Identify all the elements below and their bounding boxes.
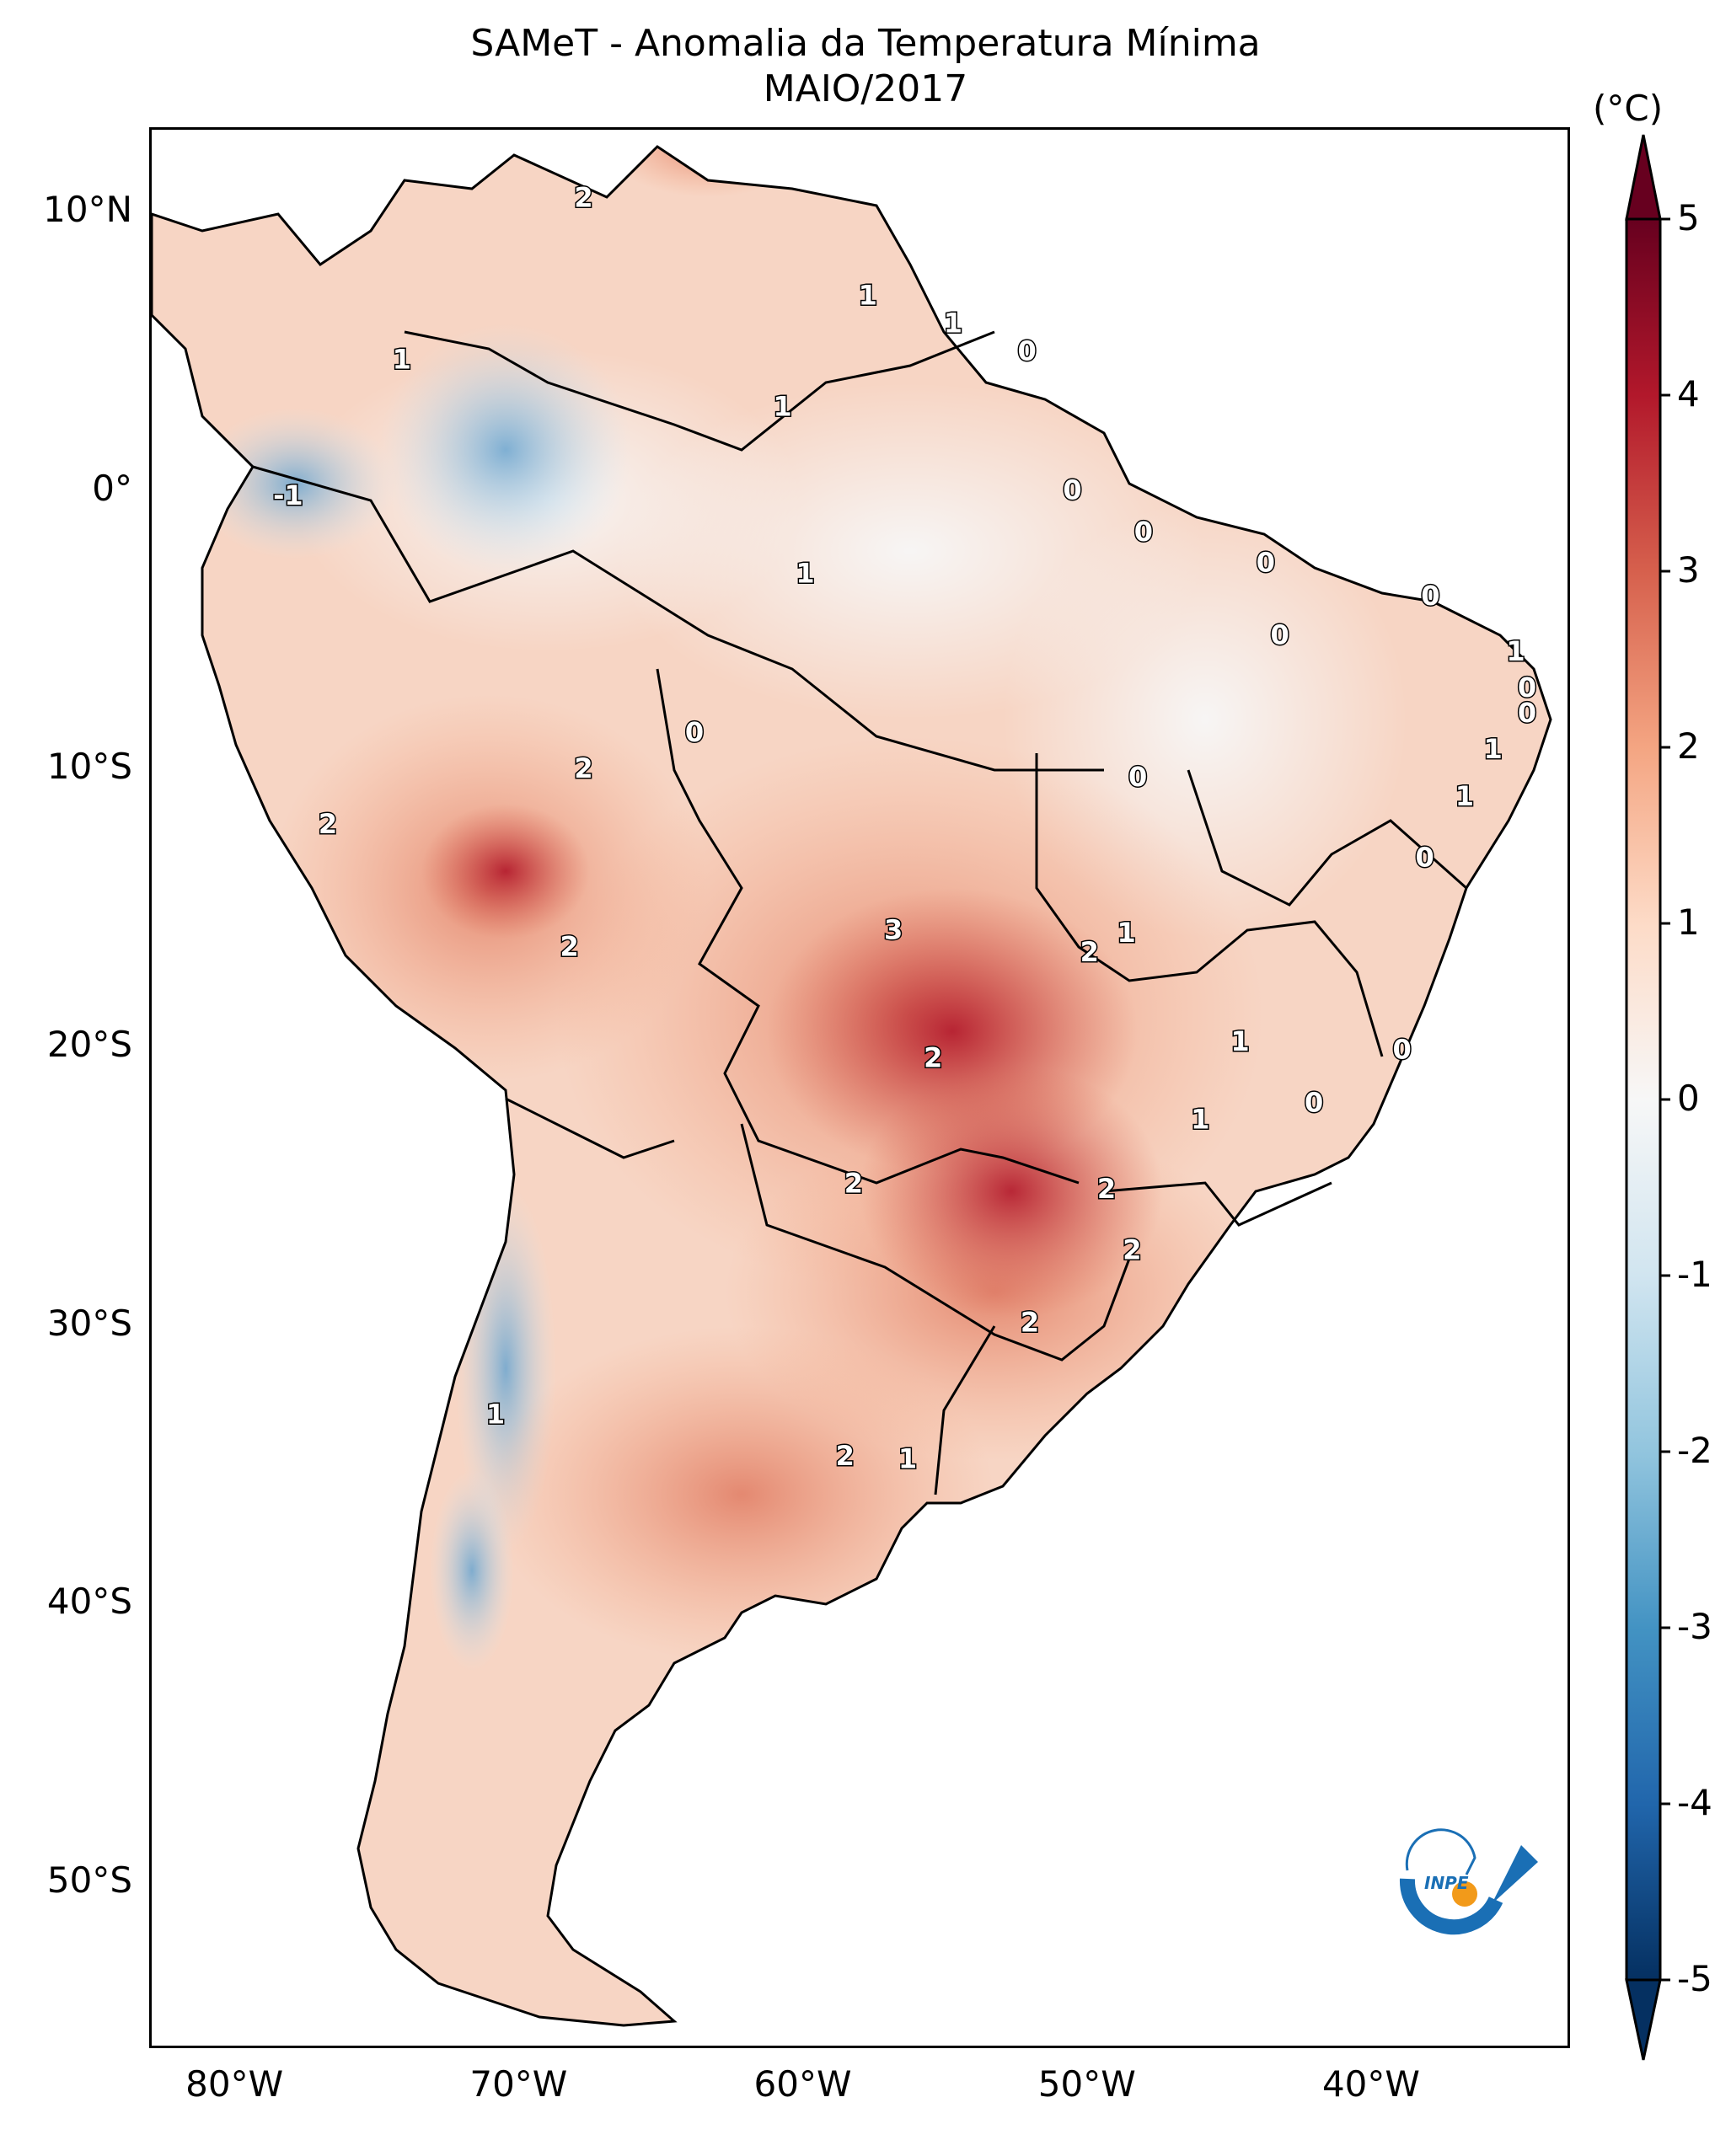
contour-label: 0 bbox=[1257, 546, 1275, 578]
contour-label: 2 bbox=[1080, 936, 1099, 968]
continent-coastline bbox=[152, 145, 1552, 2027]
contour-label: 2 bbox=[560, 930, 579, 962]
border-bahia bbox=[1187, 769, 1467, 907]
contour-label: 2 bbox=[574, 182, 592, 214]
country-and-state-borders bbox=[252, 330, 1467, 1495]
colorbar-tick-marks bbox=[1660, 217, 1670, 1982]
contour-label: 1 bbox=[859, 279, 877, 311]
latitude-tick-label: 0° bbox=[92, 467, 132, 509]
contour-label: 0 bbox=[1305, 1087, 1323, 1119]
contour-label: 1 bbox=[1483, 733, 1502, 765]
contour-label: 2 bbox=[924, 1042, 942, 1074]
latitude-tick-label: 20°S bbox=[46, 1024, 132, 1066]
colorbar-max-arrow bbox=[1625, 134, 1662, 221]
latitude-tick-label: 40°S bbox=[46, 1581, 132, 1623]
inpe-logo-orbit bbox=[1405, 1828, 1476, 1875]
contour-label: 1 bbox=[486, 1399, 505, 1431]
contour-label: 1 bbox=[773, 390, 791, 422]
latitude-tick-label: 10°N bbox=[43, 189, 132, 231]
contour-label: 0 bbox=[685, 716, 704, 748]
colorbar-tick-label: 4 bbox=[1677, 373, 1700, 415]
latitude-tick-label: 50°S bbox=[46, 1859, 132, 1901]
contour-label: 2 bbox=[574, 752, 592, 784]
contour-label: 3 bbox=[884, 914, 903, 946]
contour-label: 0 bbox=[1063, 474, 1081, 506]
colorbar-tick-label: 5 bbox=[1677, 197, 1700, 238]
border-uruguay bbox=[934, 1325, 996, 1495]
border-guianas bbox=[404, 330, 995, 452]
map-panel: 2 1 1 0 1 1 0 -1 0 1 0 0 0 1 0 0 0 1 2 0 1 2 0 3 1 2 2 1 0 2 0 1 2 2 2 2 1 2 1 bbox=[149, 127, 1570, 2048]
contour-label: 0 bbox=[1518, 697, 1536, 729]
contour-label: 0 bbox=[1421, 580, 1439, 612]
contour-label: 1 bbox=[393, 343, 411, 375]
longitude-tick-label: 50°W bbox=[1037, 2063, 1136, 2105]
colorbar-tick-label: 3 bbox=[1677, 549, 1700, 591]
border-north bbox=[252, 465, 1104, 772]
contour-label: 0 bbox=[1134, 516, 1153, 548]
contour-label: 1 bbox=[1191, 1103, 1209, 1135]
colorbar-tick-label: -3 bbox=[1677, 1606, 1712, 1647]
ecuador-cool-area bbox=[194, 408, 396, 559]
contour-label: 0 bbox=[1518, 671, 1536, 704]
border-sao-paulo bbox=[1103, 1181, 1332, 1227]
longitude-tick-label: 60°W bbox=[753, 2063, 852, 2105]
argentina-warm-area bbox=[489, 1326, 994, 1663]
contour-label: 1 bbox=[1455, 780, 1474, 812]
map-subtitle-date: MAIO/2017 bbox=[763, 67, 968, 110]
contour-label: 1 bbox=[944, 307, 962, 339]
map-title: SAMeT - Anomalia da Temperatura Mínima bbox=[470, 22, 1261, 65]
contour-label: 2 bbox=[319, 808, 337, 840]
colorbar-gradient bbox=[1625, 217, 1662, 1982]
contour-label: 1 bbox=[796, 558, 814, 590]
inpe-logo-arrow bbox=[1492, 1845, 1538, 1904]
colorbar-tick-label: 2 bbox=[1677, 725, 1700, 767]
inpe-logo-orange-dot bbox=[1452, 1881, 1477, 1907]
contour-label: 2 bbox=[1021, 1307, 1039, 1339]
contour-label: 1 bbox=[1230, 1025, 1249, 1057]
inpe-logo-text: INPE bbox=[1424, 1873, 1469, 1893]
colorbar-tick-label: 0 bbox=[1677, 1078, 1700, 1119]
contour-label: 0 bbox=[1271, 618, 1289, 650]
border-bolivia bbox=[656, 668, 1080, 1185]
contour-label: 1 bbox=[1117, 917, 1135, 949]
contour-label: 0 bbox=[1017, 334, 1036, 366]
latitude-tick-label: 30°S bbox=[46, 1302, 132, 1344]
colorbar-tick-label: 1 bbox=[1677, 901, 1700, 943]
colombia-cool-area bbox=[379, 324, 632, 576]
inpe-logo: INPE bbox=[1399, 1828, 1538, 1935]
contour-label: 2 bbox=[1097, 1173, 1116, 1205]
contour-label: -1 bbox=[273, 479, 303, 511]
contour-label: 0 bbox=[1128, 761, 1147, 793]
colorbar-tick-label: -5 bbox=[1677, 1958, 1712, 1999]
contour-label: 2 bbox=[1123, 1234, 1141, 1266]
colorbar bbox=[1625, 134, 1670, 2061]
colorbar-min-arrow bbox=[1625, 1978, 1662, 2061]
contour-label: 0 bbox=[1393, 1034, 1412, 1066]
longitude-tick-label: 70°W bbox=[469, 2063, 568, 2105]
colorbar-tick-label: -4 bbox=[1677, 1782, 1712, 1823]
contour-label: 2 bbox=[836, 1440, 855, 1472]
contour-label: 1 bbox=[1506, 635, 1525, 667]
colorbar-tick-label: -2 bbox=[1677, 1430, 1712, 1471]
inpe-logo-arc bbox=[1399, 1878, 1503, 1935]
contour-label: 1 bbox=[898, 1442, 917, 1474]
peru-hot-area bbox=[421, 804, 590, 939]
latitude-tick-label: 10°S bbox=[46, 746, 132, 787]
longitude-tick-label: 80°W bbox=[185, 2063, 284, 2105]
border-paraguay bbox=[740, 1123, 1131, 1362]
parana-hot-area bbox=[860, 1065, 1163, 1318]
colorbar-tick-label: -1 bbox=[1677, 1254, 1712, 1295]
contour-label: 2 bbox=[844, 1167, 863, 1199]
contour-label: 0 bbox=[1416, 842, 1434, 874]
border-brazil-states bbox=[1035, 753, 1384, 1057]
colorbar-unit-label: (°C) bbox=[1593, 88, 1664, 129]
border-chile-argentina bbox=[505, 1097, 675, 1159]
longitude-tick-label: 40°W bbox=[1321, 2063, 1420, 2105]
